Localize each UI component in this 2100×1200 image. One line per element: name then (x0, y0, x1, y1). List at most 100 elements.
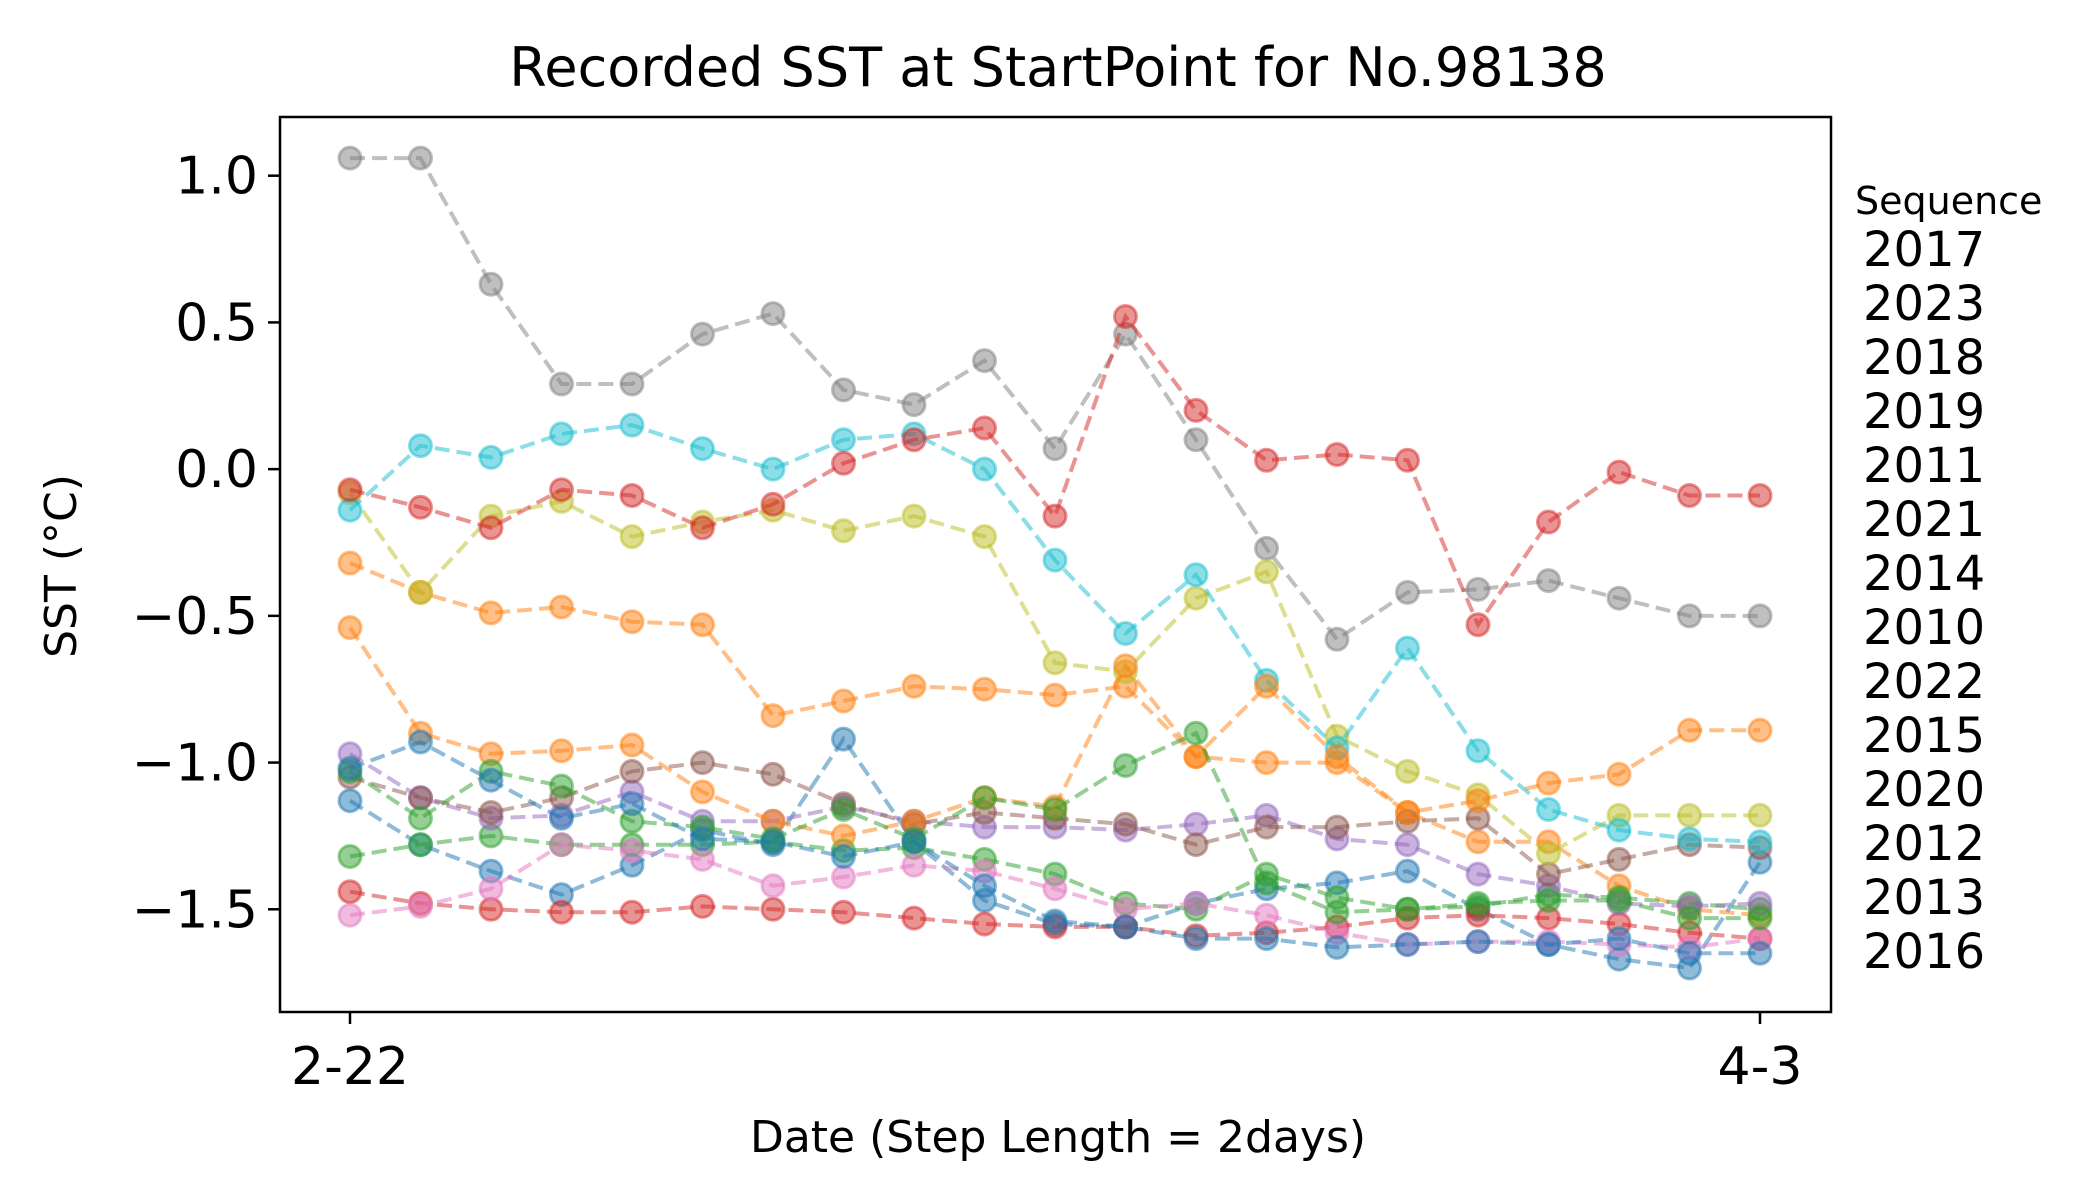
data-point (831, 726, 856, 752)
data-point (831, 688, 856, 714)
data-point (1042, 436, 1068, 462)
data-point (619, 371, 645, 397)
data-point (337, 788, 363, 814)
data-point (1677, 483, 1702, 508)
data-point (337, 497, 363, 523)
data-point (690, 515, 715, 541)
data-point (1606, 926, 1632, 952)
data-point (901, 427, 927, 453)
data-point (1254, 673, 1279, 699)
data-point (1606, 846, 1632, 872)
y-tick-label: 0.5 (175, 293, 258, 353)
data-point (690, 893, 715, 919)
data-point (760, 491, 786, 517)
legend-entry-2022: 2022 (1863, 654, 1985, 710)
legend-entry-2014: 2014 (1863, 546, 1985, 602)
data-point (478, 600, 504, 626)
data-point (831, 518, 856, 544)
series-layer (337, 145, 1773, 981)
data-point (1042, 503, 1068, 529)
data-point (619, 483, 645, 508)
data-point (408, 785, 433, 811)
data-point (1183, 811, 1209, 837)
data-point (690, 321, 715, 347)
data-point (1747, 905, 1773, 931)
data-point (478, 767, 504, 793)
data-point (1324, 814, 1350, 840)
legend-entry-2016: 2016 (1863, 924, 1985, 980)
data-point (619, 609, 645, 635)
data-point (1747, 829, 1773, 855)
data-point (549, 773, 574, 799)
data-point (1113, 753, 1138, 778)
data-point (760, 896, 786, 922)
data-point (408, 805, 433, 831)
data-point (1536, 797, 1561, 822)
data-point (619, 732, 645, 758)
data-point (478, 800, 504, 825)
data-point (619, 758, 645, 784)
data-point (1395, 832, 1420, 858)
data-point (1113, 621, 1138, 646)
data-point (972, 676, 997, 702)
data-point (1254, 535, 1279, 561)
data-point (478, 515, 504, 541)
data-point (972, 415, 997, 441)
data-point (1465, 788, 1491, 814)
data-point (1324, 744, 1350, 770)
data-point (549, 738, 574, 764)
plot-area-frame (278, 115, 1833, 1014)
data-point (1677, 717, 1702, 743)
data-point (760, 829, 786, 855)
chart-title: Recorded SST at StartPoint for No.98138 (509, 36, 1606, 99)
data-point (1606, 888, 1632, 913)
data-point (831, 377, 856, 403)
data-point (1254, 870, 1279, 896)
data-point (1536, 568, 1561, 594)
data-point (690, 846, 715, 872)
legend-entry-2021: 2021 (1863, 492, 1985, 548)
data-point (1183, 397, 1209, 423)
data-point (1465, 576, 1491, 602)
data-point (901, 852, 927, 878)
data-point (1042, 650, 1068, 676)
y-tick-label: −1.0 (132, 734, 258, 794)
data-point (549, 832, 574, 858)
data-point (1395, 800, 1420, 825)
data-point (1042, 908, 1068, 934)
data-point (408, 729, 433, 755)
legend-entry-2017: 2017 (1863, 222, 1985, 278)
data-point (1324, 899, 1350, 925)
data-point (478, 896, 504, 922)
data-point (831, 450, 856, 476)
data-point (619, 791, 645, 817)
data-point (1183, 720, 1209, 746)
data-point (972, 911, 997, 937)
data-point (1042, 547, 1068, 573)
data-point (1254, 926, 1279, 952)
data-point (1677, 802, 1702, 828)
data-point (1606, 761, 1632, 787)
data-point (337, 615, 363, 641)
data-point (690, 612, 715, 638)
data-point (901, 905, 927, 931)
data-point (408, 579, 433, 605)
y-tick-label: 1.0 (175, 147, 258, 207)
data-point (619, 899, 645, 925)
data-point (1465, 861, 1491, 887)
data-point (1747, 603, 1773, 629)
data-point (408, 832, 433, 858)
data-point (1183, 832, 1209, 858)
data-point (549, 421, 574, 447)
x-tick-label: 2-22 (291, 1037, 409, 1097)
data-point (1042, 876, 1068, 902)
legend-entry-2011: 2011 (1863, 438, 1985, 494)
data-point (1254, 559, 1279, 585)
data-point (1465, 612, 1491, 638)
data-point (478, 271, 504, 297)
data-point (760, 456, 786, 482)
data-point (1606, 817, 1632, 843)
series-line-2012 (348, 730, 1760, 921)
data-point (760, 761, 786, 787)
